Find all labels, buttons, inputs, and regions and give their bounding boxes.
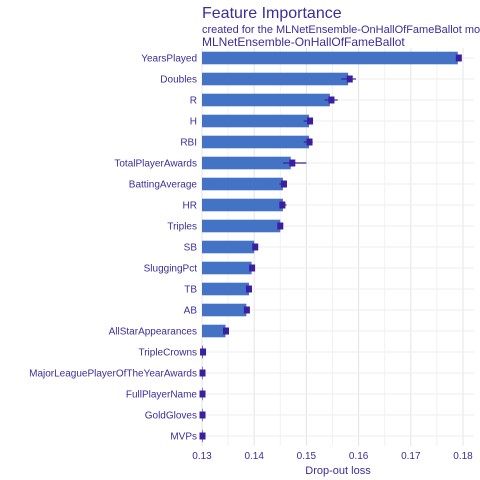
point-TripleCrowns xyxy=(200,349,206,356)
point-R xyxy=(328,97,334,104)
point-FullPlayerName xyxy=(200,391,206,398)
bar-TB xyxy=(202,283,249,296)
category-label: HR xyxy=(183,201,197,212)
category-label: TotalPlayerAwards xyxy=(114,159,197,170)
point-YearsPlayed xyxy=(456,55,462,62)
point-TotalPlayerAwards xyxy=(289,160,295,167)
category-label: R xyxy=(190,96,197,107)
bar-HR xyxy=(202,199,283,212)
point-BattingAverage xyxy=(281,181,287,188)
bar-YearsPlayed xyxy=(202,52,458,65)
x-axis-label: Drop-out loss xyxy=(305,465,371,477)
category-label: Triples xyxy=(167,222,197,233)
category-label: MajorLeaguePlayerOfTheYearAwards xyxy=(29,369,197,380)
point-Doubles xyxy=(347,76,353,83)
bar-AB xyxy=(202,304,246,317)
point-SluggingPct xyxy=(249,265,255,272)
bar-H xyxy=(202,115,309,128)
x-tick-label: 0.17 xyxy=(401,451,421,462)
category-label: AllStarAppearances xyxy=(109,327,197,338)
category-label: AB xyxy=(184,306,198,317)
bar-SB xyxy=(202,241,254,254)
x-tick-label: 0.15 xyxy=(297,451,317,462)
category-label: SluggingPct xyxy=(144,264,198,275)
category-label: SB xyxy=(184,243,198,254)
x-tick-labels: 0.13 0.14 0.15 0.16 0.17 0.18 xyxy=(192,451,473,462)
point-AllStarAppearances xyxy=(223,328,229,335)
point-SB xyxy=(252,244,258,251)
point-Triples xyxy=(277,223,283,230)
point-MVPs xyxy=(200,433,206,440)
category-label: TB xyxy=(184,285,197,296)
point-MajorLeaguePlayerOfTheYearAwards xyxy=(200,370,206,377)
point-GoldGloves xyxy=(200,412,206,419)
category-label: TripleCrowns xyxy=(138,348,197,359)
bar-SluggingPct xyxy=(202,262,252,275)
category-label: RBI xyxy=(180,138,197,149)
bar-RBI xyxy=(202,136,309,149)
point-H xyxy=(307,118,313,125)
category-label: YearsPlayed xyxy=(141,54,197,65)
category-label: BattingAverage xyxy=(129,180,198,191)
category-label: MVPs xyxy=(170,432,197,443)
bar-TotalPlayerAwards xyxy=(202,157,291,170)
bar-Doubles xyxy=(202,73,348,86)
point-TB xyxy=(246,286,252,293)
bar-Triples xyxy=(202,220,280,233)
category-labels: YearsPlayed Doubles RH RBI TotalPlayerAwards… xyxy=(29,54,197,443)
bar-R xyxy=(202,94,330,107)
category-label: H xyxy=(190,117,197,128)
point-HR xyxy=(279,202,285,209)
category-label: Doubles xyxy=(160,75,197,86)
point-RBI xyxy=(307,139,313,146)
x-tick-label: 0.13 xyxy=(192,451,212,462)
category-label: FullPlayerName xyxy=(126,390,198,401)
bar-AllStarAppearances xyxy=(202,325,225,338)
x-tick-label: 0.18 xyxy=(453,451,473,462)
x-tick-label: 0.14 xyxy=(244,451,264,462)
point-AB xyxy=(244,307,250,314)
category-label: GoldGloves xyxy=(145,411,197,422)
x-tick-label: 0.16 xyxy=(349,451,369,462)
bar-BattingAverage xyxy=(202,178,283,191)
